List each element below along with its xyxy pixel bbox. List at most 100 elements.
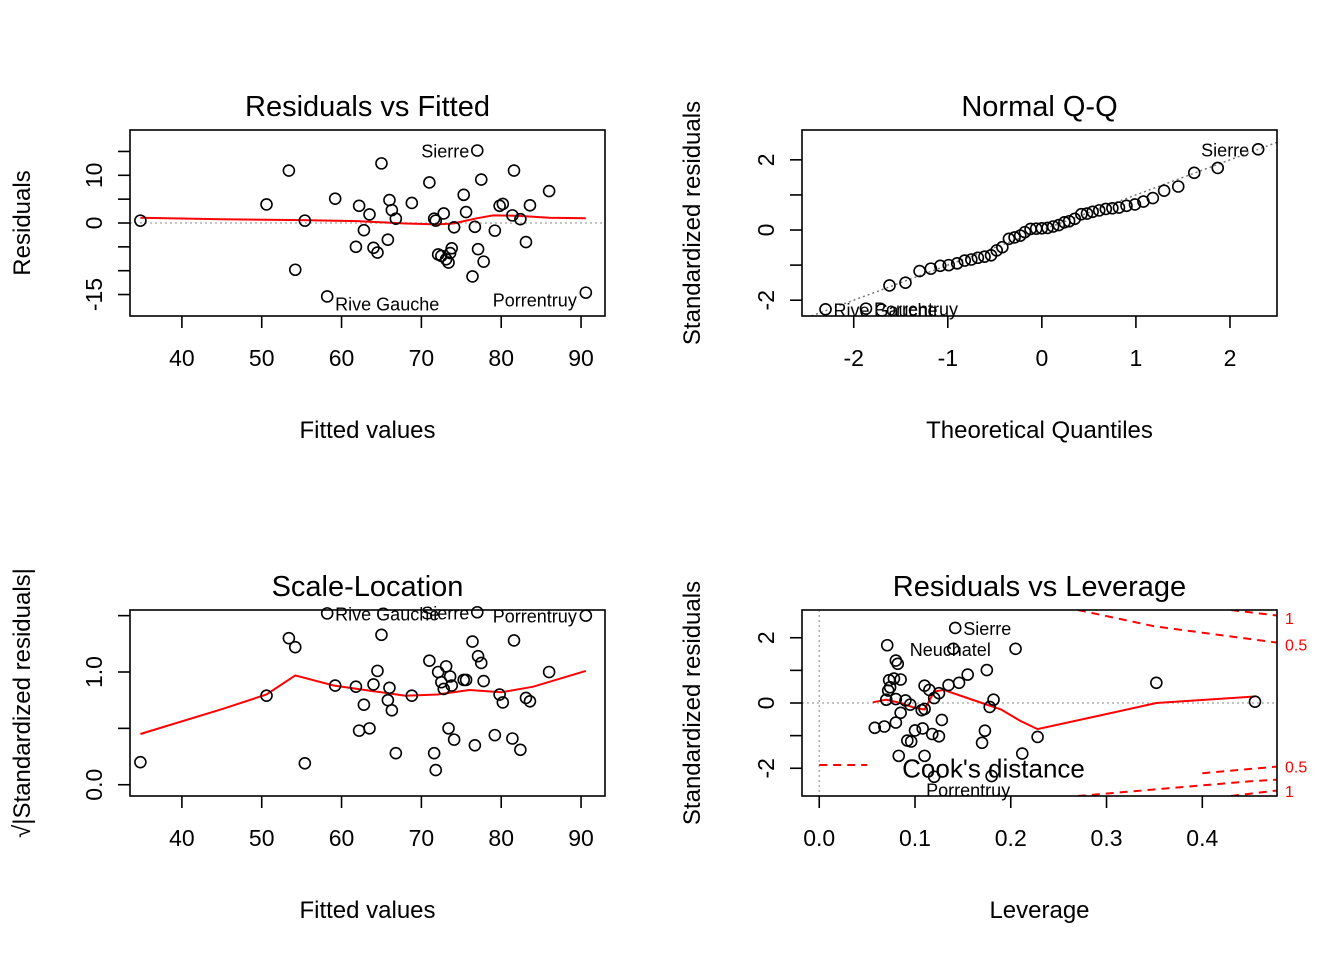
data-point [980,663,994,677]
y-tick-label: 0.0 [81,769,107,801]
data-point [978,250,991,263]
y-tick-label: -2 [753,290,779,310]
x-axis-label: Theoretical Quantiles [926,417,1153,444]
data-point [819,303,832,316]
data-point [474,656,488,670]
data-point [925,727,939,741]
x-tick-label: 80 [488,345,514,371]
cooks-level-label: 0.5 [1285,637,1307,654]
data-point [459,673,473,687]
data-point [352,724,366,737]
cooks-level-label: 0.5 [1285,760,1307,777]
x-tick-label: 50 [249,345,275,371]
chart-title: Normal Q-Q [961,91,1117,123]
data-point [431,665,445,679]
data-point [971,251,985,265]
x-tick-label: 2 [1224,345,1237,371]
data-point [357,223,371,237]
data-point [883,279,896,292]
x-tick-label: 80 [488,825,514,851]
data-point [1128,198,1142,211]
data-point [983,700,997,714]
cooks-distance-legend: Cook's distance [902,753,1085,783]
data-point [134,214,147,227]
data-point [363,208,376,221]
x-tick-label: -1 [938,345,958,371]
data-point [352,199,366,213]
point-label: Neuchatel [910,640,991,660]
panel-3: Scale-Location Fitted values √|Standardize… [9,568,606,924]
data-point [1041,221,1054,235]
point-label: Sierre [421,603,469,623]
data-point [282,631,296,645]
x-axis-label: Leverage [989,897,1089,924]
data-point [950,257,964,270]
x-tick-label: 0.0 [803,825,835,851]
data-point [1008,231,1021,244]
data-point [375,628,388,642]
x-axis-label: Fitted values [299,417,435,444]
data-point [470,605,484,619]
data-point [405,689,419,702]
data-point [965,253,978,266]
data-point [519,235,533,249]
data-point [901,734,914,747]
data-point [468,220,482,234]
point-label: Rive Gauche [335,294,439,314]
data-point [488,224,502,237]
data-point [519,691,533,705]
data-point [908,724,922,737]
data-point [1015,747,1029,760]
data-point [437,207,451,220]
point-label: Porrentruy [874,300,958,320]
data-point [457,188,470,202]
y-tick-label: 0 [753,224,779,237]
y-tick-label: 1.0 [81,656,107,688]
y-tick-label: 10 [81,163,107,189]
data-point [375,157,388,170]
data-point [445,679,459,692]
data-point [985,769,998,783]
data-point [506,209,519,222]
x-tick-label: 70 [409,345,435,371]
data-point [1068,212,1082,226]
data-point [891,657,905,671]
data-point [1251,143,1265,156]
data-point [442,722,455,735]
data-point [371,664,384,678]
data-point [493,688,506,701]
x-tick-label: 90 [568,345,594,371]
plot-frame [801,129,1278,317]
data-point [496,197,510,211]
data-point [389,212,403,226]
data-point [1086,205,1099,219]
cooks-distance-line [1230,610,1277,617]
y-tick-label: 2 [753,153,779,166]
data-point [579,286,593,299]
data-point [916,722,929,735]
y-axis-label: Standardized residuals [679,101,706,345]
data-point [1062,214,1076,228]
data-point [349,680,363,693]
data-point [470,144,484,157]
data-point [523,695,537,708]
x-tick-label: 1 [1130,345,1143,371]
data-point [1187,166,1201,180]
data-point [1106,201,1119,215]
cooks-distance-line [1077,610,1277,644]
data-point [947,642,960,656]
data-point [445,241,459,255]
data-point [383,681,396,695]
data-point [942,258,956,272]
data-point [328,679,342,692]
x-tick-label: 0.2 [995,825,1027,851]
data-point [859,302,873,315]
data-point [367,678,380,691]
cooks-level-label: 1 [1285,611,1294,628]
x-tick-label: 40 [169,825,195,851]
data-point [927,770,941,784]
data-point [260,198,273,211]
data-point [389,746,403,760]
data-point [288,640,302,654]
x-axis-label: Fitted values [299,897,435,924]
